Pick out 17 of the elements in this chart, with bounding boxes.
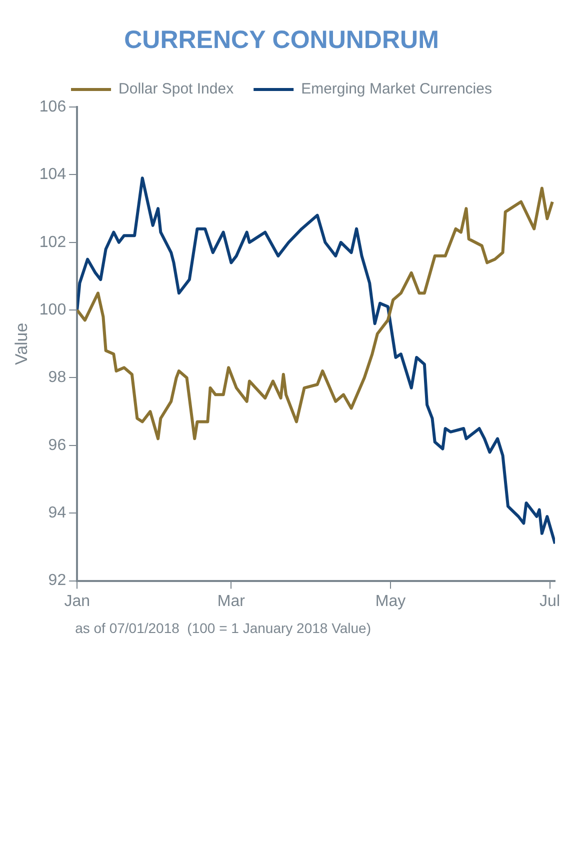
x-tick-label: Jan: [64, 592, 90, 610]
y-tick-label: 94: [48, 504, 66, 522]
x-tick-label: May: [375, 592, 406, 610]
x-tick-label: Jul: [540, 592, 560, 610]
chart-title: CURRENCY CONUNDRUM: [124, 26, 439, 54]
legend-label: Dollar Spot Index: [118, 80, 234, 98]
text: as of 07/01/2018 (100 = 1 January 2018 Value): [75, 620, 371, 636]
y-tick-label: 106: [39, 98, 66, 116]
y-tick-label: 98: [48, 369, 66, 386]
y-tick-label: 96: [48, 436, 66, 454]
y-tick-label: 104: [39, 166, 66, 184]
y-tick-label: 92: [48, 572, 66, 590]
y-tick-label: 100: [39, 301, 66, 318]
y-tick-label: 102: [39, 234, 66, 251]
legend-label: Emerging Market Currencies: [301, 80, 492, 98]
x-tick-label: Mar: [217, 592, 246, 610]
y-axis-title: Value: [12, 322, 31, 366]
